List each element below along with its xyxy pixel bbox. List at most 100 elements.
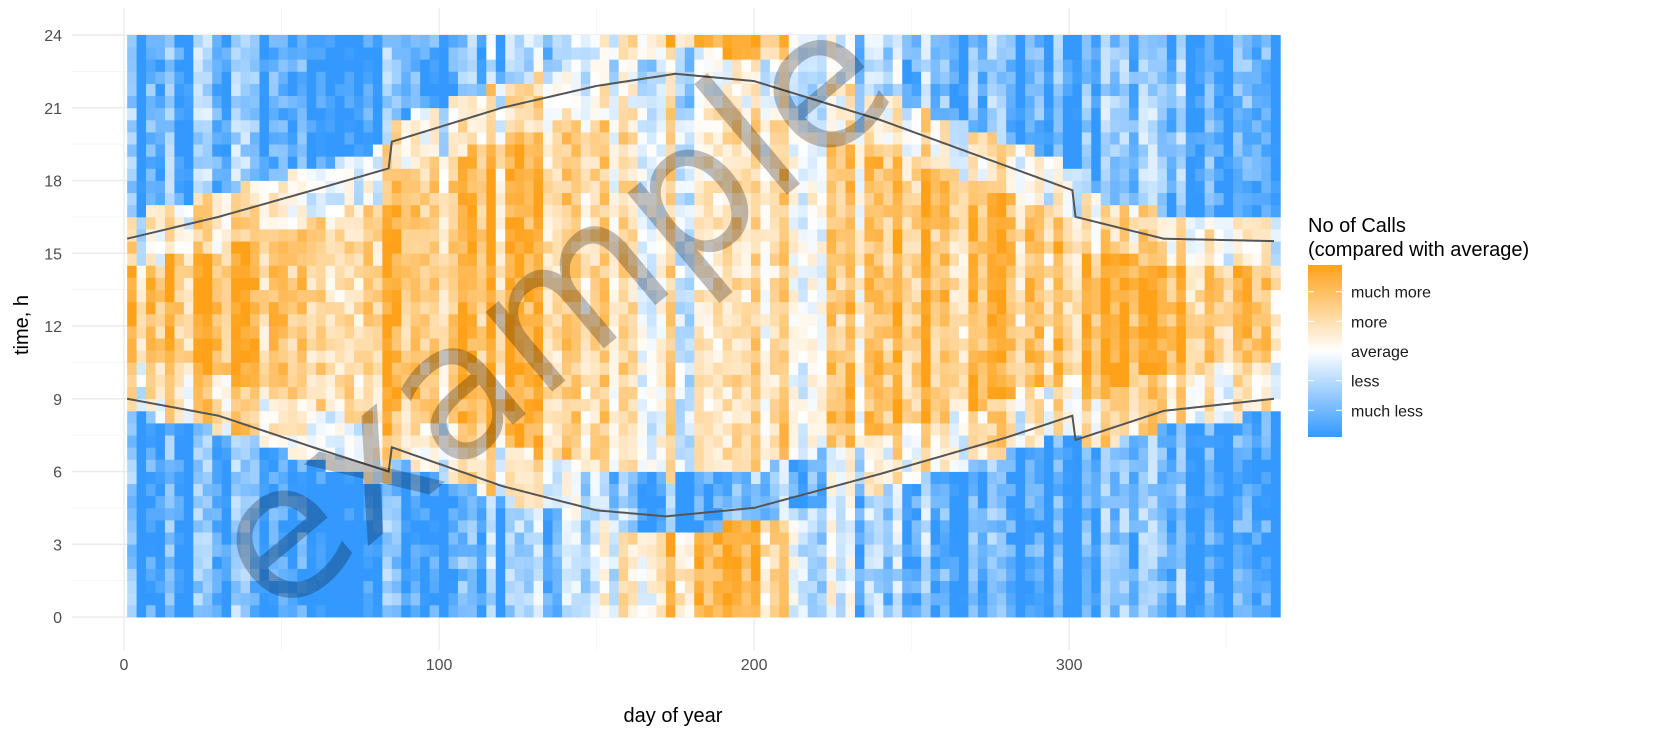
heatmap-cell — [618, 556, 629, 569]
heatmap-cell — [391, 95, 402, 109]
heatmap-cell — [505, 568, 516, 582]
heatmap-cell — [836, 471, 846, 485]
heatmap-cell — [193, 107, 204, 121]
heatmap-cell — [694, 301, 705, 315]
heatmap-cell — [514, 604, 525, 618]
heatmap-cell — [902, 47, 913, 60]
heatmap-cell — [467, 59, 478, 72]
heatmap-cell — [741, 592, 752, 606]
heatmap-cell — [127, 241, 137, 254]
heatmap-cell — [968, 180, 979, 194]
heatmap-cell — [344, 168, 355, 181]
heatmap-cell — [363, 156, 374, 169]
heatmap-cell — [618, 132, 629, 145]
heatmap-cell — [448, 107, 459, 121]
heatmap-cell — [193, 350, 204, 363]
heatmap-cell — [779, 277, 790, 291]
heatmap-cell — [476, 253, 487, 266]
heatmap-cell — [599, 35, 610, 48]
heatmap-cell — [968, 435, 979, 448]
heatmap-cell — [240, 471, 251, 485]
heatmap-cell — [703, 423, 714, 436]
heatmap-cell — [628, 168, 638, 181]
heatmap-cell — [495, 313, 506, 327]
heatmap-cell — [420, 580, 431, 594]
heatmap-cell — [949, 338, 960, 351]
heatmap-cell — [940, 144, 950, 157]
heatmap-cell — [354, 192, 364, 206]
heatmap-cell — [694, 398, 705, 412]
heatmap-cell — [1006, 192, 1017, 206]
heatmap-cell — [429, 495, 440, 509]
heatmap-cell — [202, 556, 213, 569]
heatmap-cell — [798, 544, 809, 557]
heatmap-cell — [637, 568, 648, 582]
heatmap-cell — [476, 71, 487, 84]
heatmap-cell — [268, 326, 279, 339]
heatmap-cell — [467, 556, 478, 569]
heatmap-cell — [543, 132, 553, 145]
heatmap-cell — [817, 423, 827, 436]
heatmap-cell — [1034, 520, 1045, 533]
heatmap-cell — [836, 156, 846, 169]
heatmap-cell — [448, 532, 459, 545]
heatmap-cell — [231, 144, 241, 157]
heatmap-cell — [1044, 604, 1054, 618]
heatmap-cell — [183, 71, 194, 84]
heatmap-cell — [552, 156, 563, 169]
heatmap-cell — [769, 168, 780, 181]
heatmap-cell — [420, 47, 431, 60]
heatmap-cell — [996, 544, 1007, 557]
heatmap-cell — [552, 544, 563, 557]
heatmap-cell — [146, 471, 156, 485]
heatmap-cell — [1072, 204, 1083, 218]
heatmap-cell — [514, 592, 525, 606]
heatmap-cell — [703, 253, 714, 266]
heatmap-cell — [1072, 144, 1083, 157]
heatmap-cell — [193, 192, 204, 206]
heatmap-cell — [571, 362, 582, 375]
heatmap-cell — [457, 544, 468, 557]
heatmap-cell — [1062, 483, 1073, 497]
heatmap-cell — [259, 241, 270, 254]
heatmap-cell — [580, 338, 591, 351]
heatmap-cell — [476, 180, 487, 194]
heatmap-cell — [495, 180, 506, 194]
heatmap-cell — [476, 435, 487, 448]
heatmap-cell — [921, 338, 931, 351]
heatmap-cell — [240, 544, 251, 557]
heatmap-cell — [212, 95, 223, 109]
heatmap-cell — [183, 107, 194, 121]
heatmap-cell — [665, 520, 676, 533]
heatmap-cell — [514, 168, 525, 181]
heatmap-cell — [183, 47, 194, 60]
heatmap-cell — [921, 410, 931, 424]
heatmap-cell — [788, 362, 799, 375]
heatmap-cell — [561, 95, 572, 109]
heatmap-cell — [354, 568, 364, 582]
heatmap-cell — [344, 338, 355, 351]
heatmap-cell — [760, 592, 771, 606]
heatmap-cell — [448, 495, 459, 509]
heatmap-cell — [798, 592, 809, 606]
heatmap-cell — [174, 580, 185, 594]
heatmap-cell — [817, 459, 827, 472]
heatmap-cell — [505, 301, 516, 315]
heatmap-cell — [817, 192, 827, 206]
heatmap-cell — [741, 180, 752, 194]
heatmap-cell — [429, 59, 440, 72]
heatmap-cell — [1015, 265, 1026, 278]
heatmap-cell — [977, 398, 988, 412]
heatmap-cell — [779, 132, 790, 145]
heatmap-cell — [420, 59, 431, 72]
heatmap-cell — [647, 132, 657, 145]
heatmap-cell — [146, 447, 156, 460]
heatmap-cell — [231, 568, 241, 582]
heatmap-cell — [136, 338, 147, 351]
heatmap-cell — [240, 447, 251, 460]
heatmap-cell — [798, 59, 809, 72]
heatmap-cell — [977, 326, 988, 339]
heatmap-cell — [325, 568, 336, 582]
heatmap-cell — [987, 277, 998, 291]
heatmap-cell — [722, 313, 733, 327]
